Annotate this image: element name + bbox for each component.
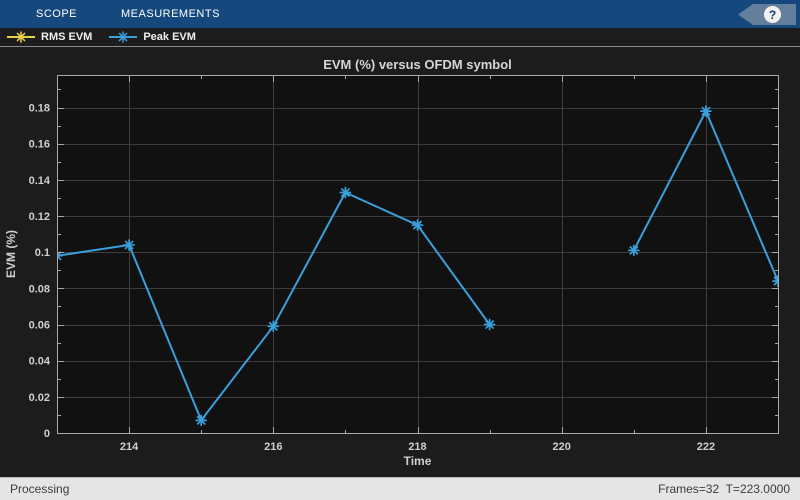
data-point-marker — [411, 219, 424, 231]
data-point-marker — [339, 186, 352, 199]
y-tick-label: 0.04 — [29, 356, 51, 368]
y-tick-label: 0.02 — [29, 392, 50, 404]
help-button[interactable]: ? — [738, 4, 796, 25]
data-point-marker — [57, 249, 63, 262]
status-frames-time: Frames=32 T=223.0000 — [658, 482, 790, 496]
legend-asterisk — [117, 31, 130, 43]
legend: RMS EVM Peak EVM — [0, 28, 800, 47]
evm-chart[interactable]: 214 216 218 220 222 0 0.02 0.04 0.06 0.08 0.1 0.12 0… — [0, 47, 800, 477]
legend-asterisk — [15, 31, 27, 43]
x-tick-label: 214 — [120, 441, 139, 453]
data-point-marker — [195, 414, 208, 427]
toolstrip-tabbar: SCOPE MEASUREMENTS ? — [0, 0, 800, 28]
data-point-marker — [772, 275, 778, 287]
data-point-marker — [627, 244, 640, 257]
rms-evm-marker-icon — [7, 31, 35, 43]
y-tick-label: 0.16 — [29, 139, 50, 151]
scope-plot-panel: 214 216 218 220 222 0 0.02 0.04 0.06 0.08 0.1 0.12 0… — [0, 47, 800, 477]
data-point-marker — [267, 320, 280, 333]
legend-label-rms-evm: RMS EVM — [41, 31, 93, 43]
x-tick-label: 218 — [408, 441, 426, 453]
x-tick-label: 222 — [697, 441, 715, 453]
data-point-marker — [483, 318, 496, 331]
legend-item-rms-evm[interactable]: RMS EVM — [6, 30, 92, 44]
x-tick-label: 216 — [264, 441, 282, 453]
y-tick-label: 0.06 — [29, 320, 50, 332]
gridlines — [57, 75, 778, 433]
peak-evm-marker-icon — [109, 31, 138, 43]
status-bar: Processing Frames=32 T=223.0000 — [0, 477, 800, 500]
legend-label-peak-evm: Peak EVM — [143, 31, 196, 43]
y-axis-label: EVM (%) — [4, 230, 18, 278]
x-axis-label: Time — [404, 454, 432, 468]
tab-scope[interactable]: SCOPE — [36, 8, 78, 20]
y-tick-label: 0.14 — [29, 175, 51, 187]
tab-measurements[interactable]: MEASUREMENTS — [121, 8, 220, 20]
axes-border — [57, 75, 779, 434]
tick-labels: 214 216 218 220 222 0 0.02 0.04 0.06 0.08 0.1 0.12 0… — [29, 103, 716, 453]
y-tick-label: 0.08 — [29, 283, 50, 295]
legend-item-peak-evm[interactable]: Peak EVM — [108, 30, 196, 44]
x-tick-label: 220 — [553, 441, 571, 453]
y-tick-label: 0.18 — [29, 103, 50, 115]
data-point-marker — [700, 105, 712, 118]
plot-background — [57, 75, 778, 433]
data-point-marker — [123, 239, 135, 251]
question-mark-icon: ? — [764, 6, 781, 23]
status-processing: Processing — [10, 482, 70, 496]
y-tick-label: 0 — [44, 428, 50, 440]
series-peak-evm — [57, 105, 778, 427]
y-tick-label: 0.1 — [35, 247, 50, 259]
y-tick-label: 0.12 — [29, 211, 50, 223]
axis-ticks — [58, 76, 778, 433]
chart-title: EVM (%) versus OFDM symbol — [323, 57, 512, 72]
